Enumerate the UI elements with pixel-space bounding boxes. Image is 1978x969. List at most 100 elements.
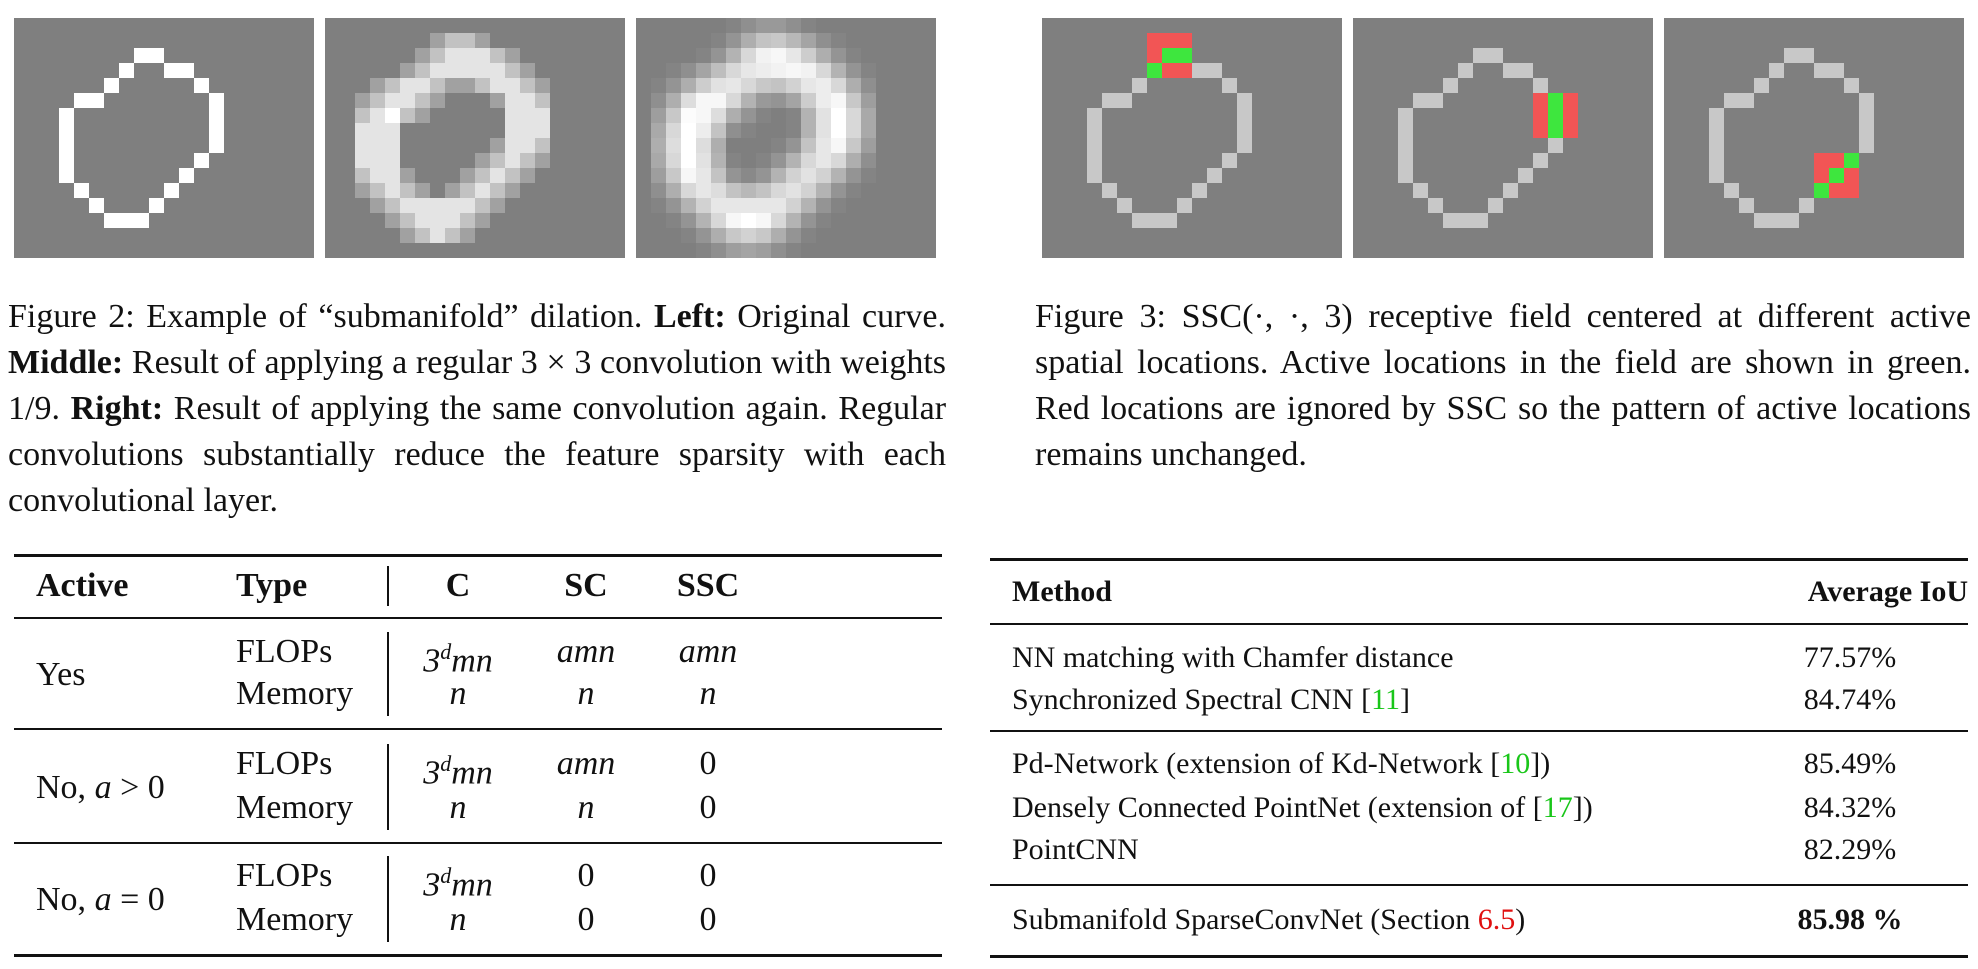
iou-value: 77.57% xyxy=(1803,641,1897,674)
curve-pixel xyxy=(1162,213,1177,228)
caption-text: SSC(·, ·, 3) receptive field centered at… xyxy=(1035,298,1971,473)
ignored-location xyxy=(1563,93,1578,108)
receptive-field-right-image xyxy=(1398,48,1578,228)
activation-pixel xyxy=(475,213,490,228)
curve-pixel xyxy=(1087,138,1102,153)
activation-pixel xyxy=(801,63,816,78)
activation-pixel xyxy=(771,153,786,168)
activation-pixel xyxy=(460,63,475,78)
activation-pixel xyxy=(801,18,816,33)
activation-pixel xyxy=(726,78,741,93)
curve-pixel xyxy=(59,153,74,168)
activation-pixel xyxy=(816,93,831,108)
column-separator xyxy=(387,566,389,606)
curve-pixel xyxy=(74,93,89,108)
section-link: 6.5 xyxy=(1477,903,1516,936)
activation-pixel xyxy=(651,93,666,108)
activation-pixel xyxy=(831,93,846,108)
cell-sc-memory: n xyxy=(577,789,595,826)
activation-pixel xyxy=(535,108,550,123)
activation-pixel xyxy=(681,78,696,93)
active-location xyxy=(1548,108,1563,123)
activation-pixel xyxy=(475,153,490,168)
activation-pixel xyxy=(430,213,445,228)
activation-pixel xyxy=(666,213,681,228)
activation-pixel xyxy=(400,183,415,198)
curve-pixel xyxy=(119,213,134,228)
curve-pixel xyxy=(1207,168,1222,183)
activation-pixel xyxy=(816,168,831,183)
active-location xyxy=(1147,63,1162,78)
activation-pixel xyxy=(816,183,831,198)
activation-pixel xyxy=(741,78,756,93)
activation-pixel xyxy=(801,213,816,228)
iou-value: 84.32% xyxy=(1803,791,1897,824)
activation-pixel xyxy=(681,93,696,108)
header-active: Active xyxy=(36,567,129,604)
activation-pixel xyxy=(801,153,816,168)
activation-pixel xyxy=(696,138,711,153)
activation-pixel xyxy=(771,138,786,153)
activation-pixel xyxy=(801,198,816,213)
curve-pixel xyxy=(1443,213,1458,228)
activation-pixel xyxy=(816,198,831,213)
activation-pixel xyxy=(666,198,681,213)
ignored-location xyxy=(1533,93,1548,108)
activation-pixel xyxy=(786,198,801,213)
curve-pixel xyxy=(209,108,224,123)
activation-pixel xyxy=(400,198,415,213)
curve-pixel xyxy=(1709,123,1724,138)
curve-pixel xyxy=(1398,153,1413,168)
row-type-memory: Memory xyxy=(236,901,354,938)
figure-3-caption: Figure 3: SSC(·, ·, 3) receptive field c… xyxy=(1035,294,1971,478)
row-type-flops: FLOPs xyxy=(236,857,333,894)
curve-pixel xyxy=(194,153,209,168)
cell-ssc-memory: 0 xyxy=(699,901,717,938)
curve-pixel xyxy=(59,123,74,138)
activation-pixel xyxy=(756,108,771,123)
caption-middle-text: Result of applying a regular 3 × 3 convo… xyxy=(8,344,946,427)
activation-pixel xyxy=(385,93,400,108)
activation-pixel xyxy=(415,228,430,243)
activation-pixel xyxy=(711,213,726,228)
activation-pixel xyxy=(415,213,430,228)
activation-pixel xyxy=(696,228,711,243)
iou-value-best: 85.98 % xyxy=(1797,903,1903,936)
activation-pixel xyxy=(666,63,681,78)
activation-pixel xyxy=(801,228,816,243)
activation-pixel xyxy=(741,198,756,213)
activation-pixel xyxy=(771,168,786,183)
curve-pixel xyxy=(1398,168,1413,183)
activation-pixel xyxy=(801,168,816,183)
activation-pixel xyxy=(696,78,711,93)
curve-pixel xyxy=(1533,153,1548,168)
cell-c-memory: n xyxy=(449,789,467,826)
activation-pixel xyxy=(681,213,696,228)
cell-ssc-memory: 0 xyxy=(699,789,717,826)
activation-pixel xyxy=(711,48,726,63)
activation-pixel xyxy=(786,93,801,108)
activation-pixel xyxy=(535,78,550,93)
activation-pixel xyxy=(831,108,846,123)
activation-pixel xyxy=(460,198,475,213)
cell-ssc-memory: n xyxy=(699,675,717,712)
ignored-location xyxy=(1829,153,1844,168)
activation-pixel xyxy=(385,108,400,123)
curve-pixel xyxy=(119,63,134,78)
fig3-panel-bottom-right xyxy=(1664,18,1964,258)
average-iou-table: Method Average IoU NN matching with Cham… xyxy=(990,558,1968,958)
caption-label: Figure 2: xyxy=(8,298,135,335)
group-rule xyxy=(14,728,942,730)
activation-pixel xyxy=(520,168,535,183)
activation-pixel xyxy=(801,33,816,48)
curve-pixel xyxy=(164,63,179,78)
activation-pixel xyxy=(400,168,415,183)
curve-pixel xyxy=(1458,213,1473,228)
activation-pixel xyxy=(741,228,756,243)
activation-pixel xyxy=(505,93,520,108)
activation-pixel xyxy=(651,198,666,213)
activation-pixel xyxy=(490,138,505,153)
activation-pixel xyxy=(696,213,711,228)
activation-pixel xyxy=(490,198,505,213)
activation-pixel xyxy=(756,78,771,93)
